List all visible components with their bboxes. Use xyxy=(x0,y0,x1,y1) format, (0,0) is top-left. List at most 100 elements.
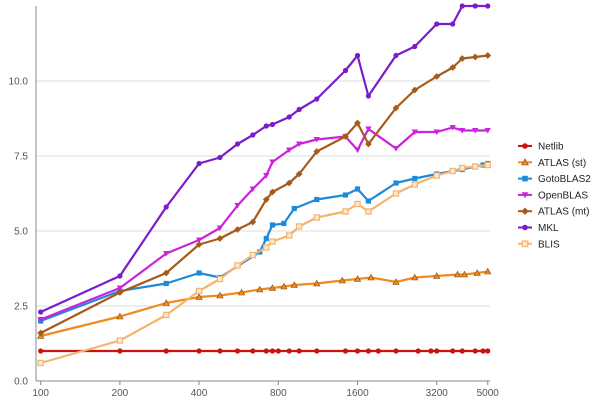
legend-label: Netlib xyxy=(538,142,564,153)
series-line xyxy=(39,163,489,365)
legend-item: ATLAS (st) xyxy=(518,158,586,169)
data-point xyxy=(163,251,170,257)
data-point xyxy=(234,141,241,147)
data-point xyxy=(433,272,441,279)
data-point xyxy=(275,348,281,354)
legend-marker xyxy=(521,240,529,248)
grid xyxy=(36,80,490,307)
data-point xyxy=(392,104,400,112)
data-point xyxy=(234,203,241,209)
data-point xyxy=(485,348,491,354)
data-point xyxy=(354,119,361,127)
legend-marker xyxy=(521,207,529,215)
data-point xyxy=(291,205,297,212)
data-point xyxy=(484,267,492,275)
data-point xyxy=(434,348,440,354)
legend-item: GotoBLAS2 xyxy=(518,174,591,185)
data-point xyxy=(256,285,264,293)
data-point xyxy=(162,269,170,277)
data-point xyxy=(269,159,276,166)
data-point xyxy=(365,348,372,354)
x-tick-label: 100 xyxy=(32,388,49,399)
data-point xyxy=(450,348,456,354)
data-point xyxy=(263,235,269,242)
series-blis xyxy=(37,161,491,367)
data-point xyxy=(428,348,434,354)
data-point xyxy=(484,128,491,134)
data-point xyxy=(281,220,287,227)
data-point xyxy=(342,67,349,74)
data-point xyxy=(217,154,223,161)
data-point xyxy=(269,348,276,354)
data-point xyxy=(313,279,321,287)
data-point xyxy=(342,348,349,354)
legend-marker xyxy=(521,158,529,166)
data-point xyxy=(286,147,293,154)
data-point xyxy=(280,282,288,290)
data-point xyxy=(392,146,400,152)
data-point xyxy=(484,161,491,169)
y-tick-label: 7.5 xyxy=(14,152,28,163)
data-point xyxy=(250,348,256,354)
y-tick-label: 10.0 xyxy=(9,77,29,88)
data-point xyxy=(263,173,270,179)
data-point xyxy=(314,96,320,102)
data-point xyxy=(480,348,486,354)
data-point xyxy=(393,52,399,59)
data-point xyxy=(411,129,418,136)
legend-label: ATLAS (mt) xyxy=(538,207,589,218)
data-point xyxy=(458,55,466,62)
data-point xyxy=(365,140,372,148)
data-point xyxy=(116,289,124,296)
data-point xyxy=(314,348,320,354)
data-point xyxy=(195,241,203,248)
data-point xyxy=(296,141,303,148)
data-point xyxy=(459,3,465,9)
data-point xyxy=(296,106,302,113)
data-point xyxy=(295,223,303,230)
x-tick-label: 3200 xyxy=(426,388,449,399)
data-point xyxy=(263,244,270,251)
plot-area xyxy=(37,3,492,367)
legend-label: GotoBLAS2 xyxy=(538,174,591,185)
data-point xyxy=(237,288,246,296)
data-point xyxy=(314,196,320,203)
data-point xyxy=(354,147,361,154)
data-point xyxy=(196,348,202,354)
y-tick-label: 2.5 xyxy=(14,302,28,313)
data-point xyxy=(342,192,349,198)
data-point xyxy=(433,73,441,80)
data-point xyxy=(262,196,270,203)
data-point xyxy=(269,238,276,245)
series-mkl xyxy=(38,3,491,315)
data-point xyxy=(393,348,399,354)
y-tick-label: 5.0 xyxy=(14,227,28,238)
data-point xyxy=(365,208,372,215)
data-point xyxy=(286,114,292,120)
series-openblas xyxy=(37,125,491,323)
series-line xyxy=(39,4,489,314)
data-point xyxy=(411,86,419,94)
data-point xyxy=(296,348,302,354)
data-point xyxy=(269,222,276,228)
data-point xyxy=(412,43,418,50)
data-point xyxy=(196,160,202,167)
data-point xyxy=(286,348,292,354)
data-point xyxy=(216,225,224,232)
legend-label: BLIS xyxy=(538,239,560,250)
data-point xyxy=(338,276,346,284)
data-point xyxy=(163,311,170,319)
data-point xyxy=(163,348,169,354)
legend-marker xyxy=(522,143,528,149)
y-tick-label: 0.0 xyxy=(14,377,28,388)
data-point xyxy=(412,175,418,182)
data-point xyxy=(449,167,456,175)
x-tick-label: 800 xyxy=(270,388,287,399)
data-point xyxy=(285,232,293,239)
data-point xyxy=(411,273,419,281)
legend-item: OpenBLAS xyxy=(518,190,588,201)
x-tick-label: 200 xyxy=(112,388,129,399)
data-point xyxy=(162,299,170,306)
data-point xyxy=(313,214,320,221)
data-point xyxy=(471,53,479,61)
